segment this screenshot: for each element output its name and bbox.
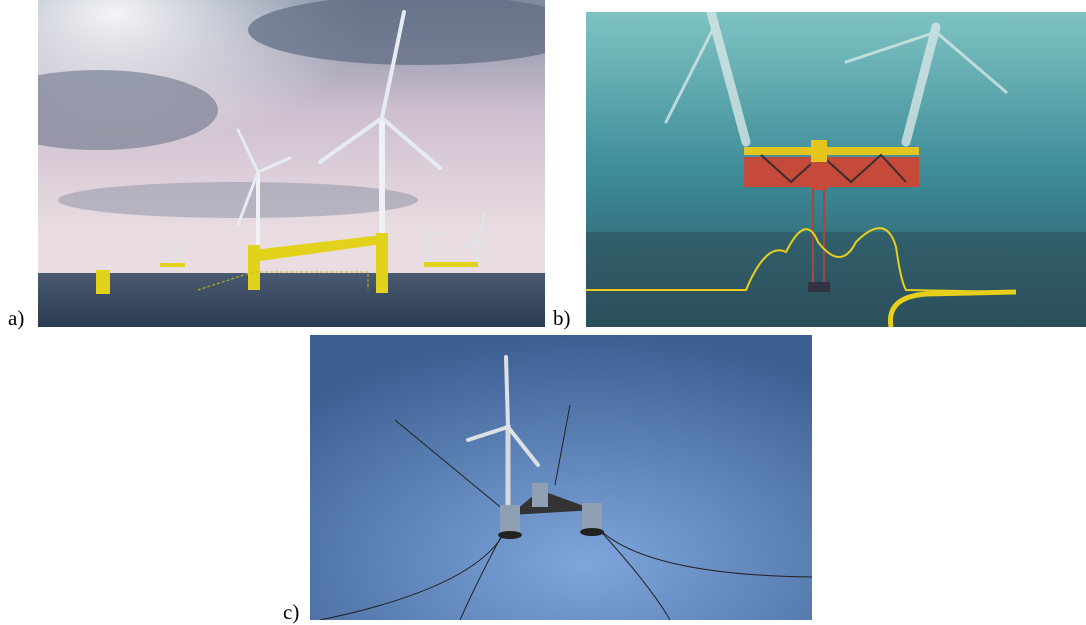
panel-label: c) (283, 600, 300, 624)
photo-a (38, 0, 545, 327)
panel-label: b) (553, 306, 571, 330)
photo-c (310, 335, 812, 620)
panel-label: a) (8, 306, 25, 330)
photo-b (586, 12, 1086, 327)
